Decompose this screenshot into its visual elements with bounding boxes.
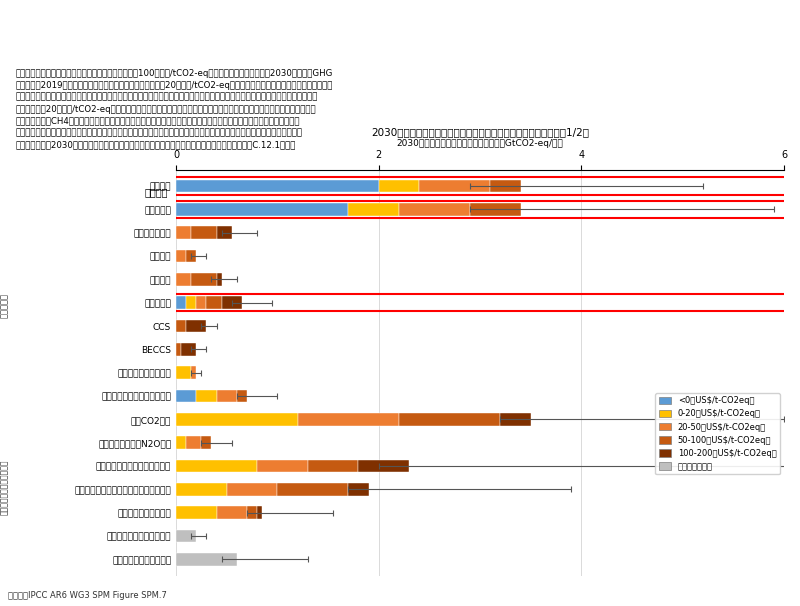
Bar xyxy=(308,459,358,473)
Bar xyxy=(257,506,262,519)
Bar xyxy=(176,366,191,379)
Title: 2030年における排出削減対策と削減費用別の削減ポテンシャル（1/2）: 2030年における排出削減対策と削減費用別の削減ポテンシャル（1/2） xyxy=(371,127,589,137)
Bar xyxy=(217,390,237,402)
Bar xyxy=(191,366,196,379)
Bar xyxy=(176,203,348,216)
Bar xyxy=(500,413,530,426)
Bar xyxy=(217,273,222,286)
Bar xyxy=(176,226,191,239)
Bar xyxy=(237,390,247,402)
X-axis label: 2030年における削減貢献ポテンシャル（GtCO2-eq/年）: 2030年における削減貢献ポテンシャル（GtCO2-eq/年） xyxy=(397,139,563,148)
Bar xyxy=(278,483,348,496)
Text: 田・土地利用・林業・農業: 田・土地利用・林業・農業 xyxy=(0,460,9,515)
Bar xyxy=(191,273,217,286)
Bar xyxy=(217,226,232,239)
Legend: <0（US$/t-CO2eq）, 0-20（US$/t-CO2eq）, 20-50（US$/t-CO2eq）, 50-100（US$/t-CO2eq）, 100: <0（US$/t-CO2eq）, 0-20（US$/t-CO2eq）, 20-5… xyxy=(655,393,780,474)
Bar xyxy=(196,390,217,402)
Bar xyxy=(222,296,242,309)
Bar xyxy=(226,483,278,496)
Bar xyxy=(176,530,196,542)
Bar xyxy=(358,459,409,473)
Bar xyxy=(186,436,202,449)
Bar xyxy=(298,413,399,426)
Bar xyxy=(348,483,369,496)
Text: 削減対策: 削減対策 xyxy=(145,187,168,197)
Bar xyxy=(176,273,191,286)
Bar xyxy=(181,343,196,356)
Bar xyxy=(176,413,298,426)
Bar xyxy=(490,179,521,193)
Bar xyxy=(176,296,186,309)
Bar xyxy=(176,436,186,449)
Bar xyxy=(176,506,217,519)
Bar xyxy=(186,296,196,309)
Bar xyxy=(247,506,257,519)
Bar xyxy=(348,203,399,216)
Bar xyxy=(399,203,470,216)
Bar xyxy=(196,296,206,309)
Bar xyxy=(176,319,186,333)
Bar xyxy=(191,226,217,239)
Bar xyxy=(176,459,257,473)
Text: エネルギー: エネルギー xyxy=(0,293,9,318)
Bar xyxy=(176,179,378,193)
Bar xyxy=(176,483,226,496)
Bar xyxy=(217,506,247,519)
Bar xyxy=(186,250,196,262)
Bar xyxy=(176,390,196,402)
Text: 【2030年の削減ポテンシャル】100米ドル/tCO2までの緩和策で2030年までに2019
年比半減が可能。うち、20米ドル/tCO2未満の技術が半分以上を占: 【2030年の削減ポテンシャル】100米ドル/tCO2までの緩和策で2030年ま… xyxy=(16,21,319,42)
Bar xyxy=(419,179,490,193)
Bar xyxy=(378,179,419,193)
Bar xyxy=(399,413,500,426)
Text: 緩和策の詳細な部門別評価に基づく推計によると、100米ドル/tCO2-eq以下での緩和策によって、2030年の世界GHG
　排出量は2019年比で少なくとも半減: 緩和策の詳細な部門別評価に基づく推計によると、100米ドル/tCO2-eq以下で… xyxy=(16,69,334,149)
Bar xyxy=(206,296,222,309)
Bar xyxy=(176,553,237,566)
Bar xyxy=(470,203,521,216)
Bar xyxy=(176,343,181,356)
Text: （出所）IPCC AR6 WG3 SPM Figure SPM.7: （出所）IPCC AR6 WG3 SPM Figure SPM.7 xyxy=(8,591,167,600)
Bar xyxy=(257,459,308,473)
Bar xyxy=(186,319,206,333)
Bar xyxy=(202,436,211,449)
Bar xyxy=(176,250,186,262)
